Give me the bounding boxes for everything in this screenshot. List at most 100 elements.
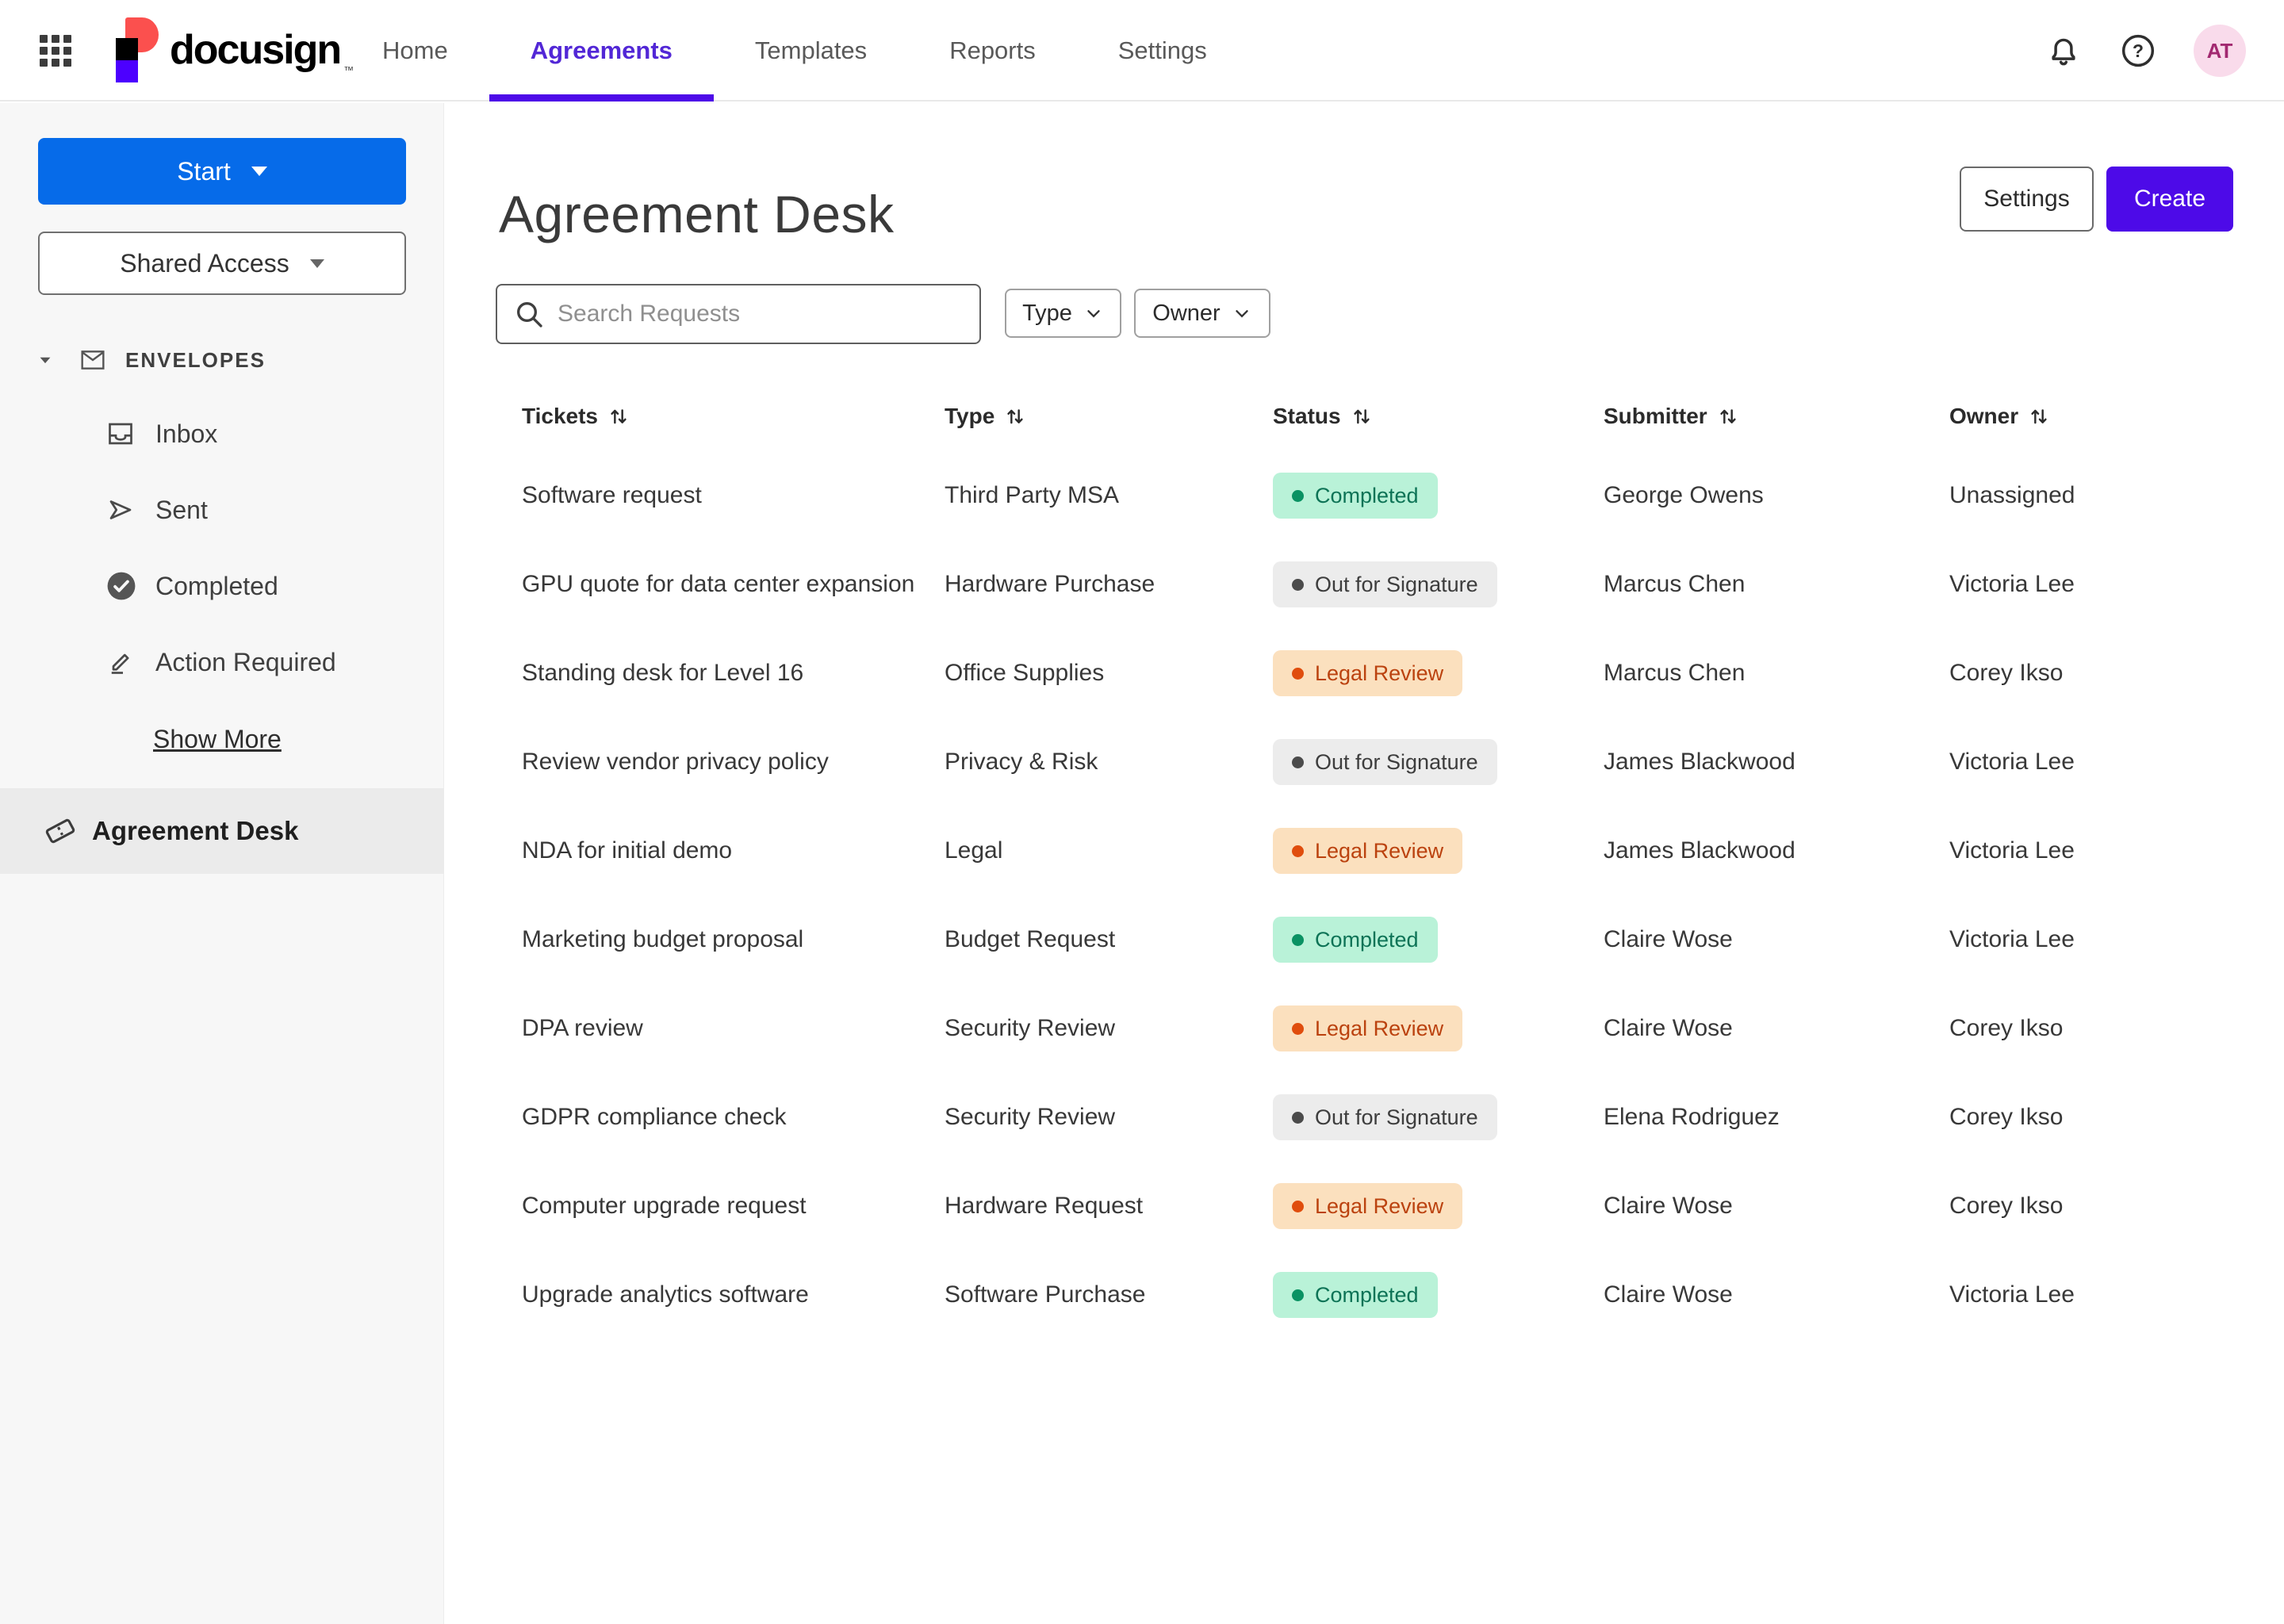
cell-ticket: DPA review bbox=[522, 1015, 643, 1041]
owner-filter-button[interactable]: Owner bbox=[1134, 289, 1270, 338]
cell-type: Third Party MSA bbox=[945, 482, 1120, 508]
sidebar-item-agreement-desk[interactable]: Agreement Desk bbox=[0, 788, 444, 874]
cell-submitter: Marcus Chen bbox=[1604, 660, 1746, 686]
sort-icon[interactable] bbox=[1717, 405, 1739, 427]
search-icon bbox=[517, 302, 542, 327]
help-icon[interactable]: ? bbox=[2119, 32, 2157, 70]
shared-access-button[interactable]: Shared Access bbox=[38, 232, 406, 295]
cell-owner: Victoria Lee bbox=[1949, 837, 2075, 864]
owner-filter-label: Owner bbox=[1152, 300, 1221, 326]
sidebar-item-inbox[interactable]: Inbox bbox=[0, 408, 444, 460]
cell-submitter: Elena Rodriguez bbox=[1604, 1104, 1780, 1130]
primary-nav: Home Agreements Templates Reports Settin… bbox=[382, 0, 1207, 102]
cell-type: Hardware Request bbox=[945, 1193, 1144, 1219]
column-header-submitter[interactable]: Submitter bbox=[1604, 394, 1739, 439]
tab-settings[interactable]: Settings bbox=[1117, 36, 1207, 64]
docusign-logo[interactable]: docusign ™ bbox=[106, 17, 354, 82]
table-row[interactable]: Marketing budget proposal Budget Request… bbox=[496, 895, 2233, 984]
status-dot-icon bbox=[1292, 845, 1304, 857]
status-badge: Completed bbox=[1273, 1272, 1438, 1318]
cell-type: Security Review bbox=[945, 1015, 1116, 1041]
sidebar: Start Shared Access ENVELOPES Inbox Sent bbox=[0, 103, 444, 1624]
search-input[interactable] bbox=[558, 301, 964, 327]
table-row[interactable]: Software request Third Party MSA Complet… bbox=[496, 451, 2233, 540]
table-row[interactable]: Standing desk for Level 16 Office Suppli… bbox=[496, 629, 2233, 718]
table-row[interactable]: DPA review Security Review Legal Review … bbox=[496, 984, 2233, 1073]
column-header-tickets[interactable]: Tickets bbox=[522, 394, 630, 439]
brand-name: docusign bbox=[170, 27, 342, 73]
status-badge: Out for Signature bbox=[1273, 739, 1497, 785]
sidebar-item-action-required[interactable]: Action Required bbox=[0, 636, 444, 688]
cell-owner: Victoria Lee bbox=[1949, 749, 2075, 775]
cell-status: Completed bbox=[1273, 917, 1438, 963]
sort-icon[interactable] bbox=[607, 405, 630, 427]
cell-ticket: GPU quote for data center expansion bbox=[522, 571, 915, 597]
table-row[interactable]: NDA for initial demo Legal Legal Review … bbox=[496, 806, 2233, 895]
status-badge: Out for Signature bbox=[1273, 1094, 1497, 1140]
cell-type: Legal bbox=[945, 837, 1003, 864]
svg-text:?: ? bbox=[2133, 40, 2144, 61]
status-dot-icon bbox=[1292, 1200, 1304, 1212]
docusign-logo-mark-icon bbox=[106, 17, 159, 82]
sidebar-item-label: Action Required bbox=[155, 647, 336, 676]
status-dot-icon bbox=[1292, 667, 1304, 680]
cell-status: Legal Review bbox=[1273, 1005, 1463, 1051]
type-filter-button[interactable]: Type bbox=[1005, 289, 1121, 338]
sidebar-item-sent[interactable]: Sent bbox=[0, 484, 444, 536]
cell-ticket: NDA for initial demo bbox=[522, 837, 733, 864]
column-header-owner[interactable]: Owner bbox=[1949, 394, 2050, 439]
table-row[interactable]: GPU quote for data center expansion Hard… bbox=[496, 540, 2233, 629]
status-dot-icon bbox=[1292, 756, 1304, 768]
start-button[interactable]: Start bbox=[38, 138, 406, 205]
table-header: Tickets Type Status bbox=[496, 394, 2233, 439]
collapse-caret-icon[interactable] bbox=[36, 351, 54, 369]
send-icon bbox=[106, 496, 135, 524]
sort-icon[interactable] bbox=[1004, 405, 1026, 427]
table-row[interactable]: Computer upgrade request Hardware Reques… bbox=[496, 1162, 2233, 1251]
tab-home[interactable]: Home bbox=[382, 36, 448, 64]
cell-status: Legal Review bbox=[1273, 650, 1463, 696]
brand-trademark: ™ bbox=[343, 64, 354, 76]
chevron-down-icon bbox=[309, 259, 324, 268]
ticket-icon bbox=[43, 814, 78, 848]
chevron-down-icon bbox=[1236, 310, 1248, 318]
cell-submitter: Claire Wose bbox=[1604, 1281, 1733, 1308]
tab-reports[interactable]: Reports bbox=[949, 36, 1036, 64]
sort-icon[interactable] bbox=[1351, 405, 1373, 427]
avatar[interactable]: AT bbox=[2194, 25, 2246, 77]
cell-type: Hardware Purchase bbox=[945, 571, 1155, 597]
notifications-bell-icon[interactable] bbox=[2044, 32, 2083, 70]
cell-owner: Victoria Lee bbox=[1949, 926, 2075, 952]
cell-ticket: GDPR compliance check bbox=[522, 1104, 787, 1130]
status-dot-icon bbox=[1292, 578, 1304, 591]
cell-owner: Victoria Lee bbox=[1949, 571, 2075, 597]
table-row[interactable]: Review vendor privacy policy Privacy & R… bbox=[496, 718, 2233, 806]
sort-icon[interactable] bbox=[2028, 405, 2050, 427]
table-row[interactable]: Upgrade analytics software Software Purc… bbox=[496, 1251, 2233, 1339]
status-dot-icon bbox=[1292, 1289, 1304, 1301]
cell-owner: Victoria Lee bbox=[1949, 1281, 2075, 1308]
table-row[interactable]: GDPR compliance check Security Review Ou… bbox=[496, 1073, 2233, 1162]
envelope-icon bbox=[81, 350, 105, 370]
column-header-status[interactable]: Status bbox=[1273, 394, 1373, 439]
settings-button[interactable]: Settings bbox=[1960, 167, 2094, 232]
cell-submitter: Claire Wose bbox=[1604, 1193, 1733, 1219]
create-button[interactable]: Create bbox=[2106, 167, 2233, 232]
status-badge: Completed bbox=[1273, 473, 1438, 519]
envelopes-section-header[interactable]: ENVELOPES bbox=[0, 341, 444, 379]
main-panel: Agreement Desk Settings Create Type Owne… bbox=[444, 103, 2284, 1624]
app-grid-icon[interactable] bbox=[40, 35, 71, 67]
show-more-link[interactable]: Show More bbox=[153, 725, 282, 753]
cell-ticket: Standing desk for Level 16 bbox=[522, 660, 804, 686]
sidebar-item-label: Completed bbox=[155, 571, 278, 600]
shared-access-label: Shared Access bbox=[120, 248, 289, 278]
cell-owner: Corey Ikso bbox=[1949, 1015, 2064, 1041]
tab-templates[interactable]: Templates bbox=[754, 36, 868, 64]
column-header-type[interactable]: Type bbox=[945, 394, 1026, 439]
sidebar-item-completed[interactable]: Completed bbox=[0, 560, 444, 612]
cell-ticket: Marketing budget proposal bbox=[522, 926, 804, 952]
check-circle-icon bbox=[106, 571, 136, 601]
cell-owner: Corey Ikso bbox=[1949, 660, 2064, 686]
tab-agreements[interactable]: Agreements bbox=[489, 0, 715, 102]
page-title: Agreement Desk bbox=[499, 185, 895, 243]
